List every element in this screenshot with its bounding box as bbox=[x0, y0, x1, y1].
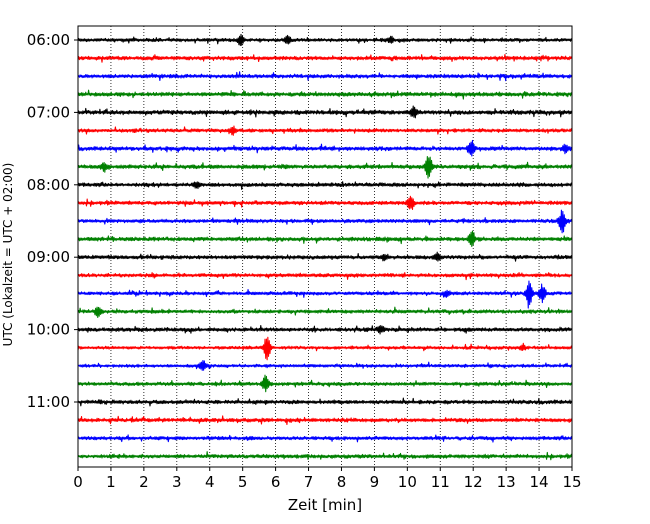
trace-0700 bbox=[77, 105, 573, 119]
trace-0645 bbox=[77, 89, 573, 100]
x-tick-label-2: 2 bbox=[139, 473, 149, 491]
trace-0900 bbox=[77, 251, 573, 262]
x-tick-label-7: 7 bbox=[304, 473, 314, 491]
y-tick-label-0700: 07:00 bbox=[27, 103, 70, 121]
trace-0630 bbox=[77, 71, 573, 82]
x-tick-label-1: 1 bbox=[106, 473, 116, 491]
seismogram-traces bbox=[77, 33, 573, 461]
trace-0815 bbox=[77, 195, 573, 210]
y-tick-label-1100: 11:00 bbox=[27, 393, 70, 411]
y-tick-label-0800: 08:00 bbox=[27, 176, 70, 194]
y-axis-ticks: 06:00 07:00 08:00 09:00 10:00 11:00 bbox=[27, 31, 78, 411]
x-tick-label-10: 10 bbox=[398, 473, 417, 491]
x-tick-label-13: 13 bbox=[497, 473, 516, 491]
trace-1145 bbox=[77, 451, 573, 461]
trace-0745 bbox=[77, 155, 573, 179]
y-axis-label: UTC (Lokalzeit = UTC + 02:00) bbox=[1, 163, 15, 347]
x-tick-label-15: 15 bbox=[562, 473, 581, 491]
x-axis-label: Zeit [min] bbox=[288, 496, 362, 514]
trace-0600 bbox=[77, 33, 573, 47]
x-tick-label-8: 8 bbox=[337, 473, 347, 491]
x-tick-label-4: 4 bbox=[205, 473, 215, 491]
trace-0800 bbox=[77, 181, 573, 190]
plot-frame bbox=[77, 25, 573, 468]
trace-1030 bbox=[77, 360, 573, 371]
trace-1115 bbox=[77, 415, 573, 426]
x-tick-label-11: 11 bbox=[431, 473, 450, 491]
trace-1000 bbox=[77, 325, 573, 335]
x-tick-label-14: 14 bbox=[530, 473, 549, 491]
x-tick-label-6: 6 bbox=[271, 473, 281, 491]
trace-1045 bbox=[77, 374, 573, 393]
trace-1130 bbox=[77, 434, 573, 443]
y-tick-label-1000: 10:00 bbox=[27, 321, 70, 339]
x-tick-label-5: 5 bbox=[238, 473, 248, 491]
trace-0945 bbox=[77, 306, 573, 319]
trace-0615 bbox=[77, 53, 573, 63]
x-tick-label-12: 12 bbox=[464, 473, 483, 491]
x-tick-label-3: 3 bbox=[172, 473, 182, 491]
trace-0845 bbox=[77, 230, 573, 248]
x-axis-ticks: 0 1 2 3 4 5 6 7 8 9 10 11 12 13 14 15 bbox=[73, 467, 582, 491]
trace-0830 bbox=[77, 209, 573, 234]
y-tick-label-0900: 09:00 bbox=[27, 248, 70, 266]
trace-0930 bbox=[77, 280, 573, 309]
trace-1015 bbox=[77, 336, 573, 361]
trace-0915 bbox=[77, 272, 573, 281]
x-tick-label-0: 0 bbox=[73, 473, 83, 491]
trace-0730 bbox=[77, 139, 573, 157]
trace-1100 bbox=[77, 397, 573, 407]
trace-0715 bbox=[77, 125, 573, 136]
x-tick-label-9: 9 bbox=[370, 473, 380, 491]
y-tick-label-0600: 06:00 bbox=[27, 31, 70, 49]
